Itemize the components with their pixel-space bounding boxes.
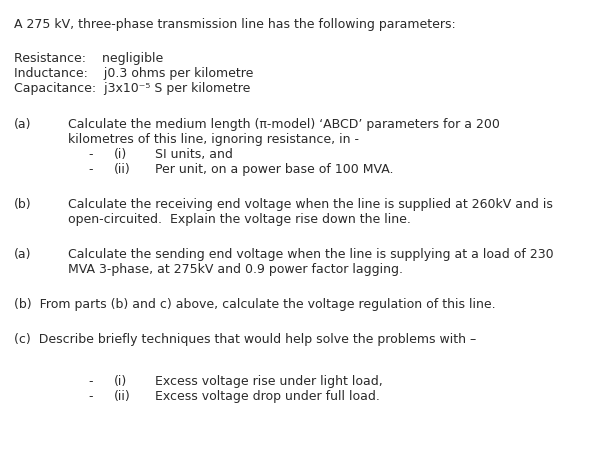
- Text: kilometres of this line, ignoring resistance, in -: kilometres of this line, ignoring resist…: [68, 133, 359, 146]
- Text: -: -: [88, 148, 93, 161]
- Text: A 275 kV, three-phase transmission line has the following parameters:: A 275 kV, three-phase transmission line …: [14, 18, 456, 31]
- Text: (ii): (ii): [114, 163, 131, 176]
- Text: MVA 3-phase, at 275kV and 0.9 power factor lagging.: MVA 3-phase, at 275kV and 0.9 power fact…: [68, 263, 403, 276]
- Text: (a): (a): [14, 248, 32, 261]
- Text: Excess voltage drop under full load.: Excess voltage drop under full load.: [155, 390, 380, 403]
- Text: (i): (i): [114, 375, 127, 388]
- Text: Resistance:    negligible: Resistance: negligible: [14, 52, 163, 65]
- Text: -: -: [88, 375, 93, 388]
- Text: Calculate the sending end voltage when the line is supplying at a load of 230: Calculate the sending end voltage when t…: [68, 248, 554, 261]
- Text: -: -: [88, 163, 93, 176]
- Text: (i): (i): [114, 148, 127, 161]
- Text: (c)  Describe briefly techniques that would help solve the problems with –: (c) Describe briefly techniques that wou…: [14, 333, 476, 346]
- Text: Capacitance:  j3x10⁻⁵ S per kilometre: Capacitance: j3x10⁻⁵ S per kilometre: [14, 82, 250, 95]
- Text: Excess voltage rise under light load,: Excess voltage rise under light load,: [155, 375, 383, 388]
- Text: (a): (a): [14, 118, 32, 131]
- Text: (ii): (ii): [114, 390, 131, 403]
- Text: Inductance:    j0.3 ohms per kilometre: Inductance: j0.3 ohms per kilometre: [14, 67, 253, 80]
- Text: Per unit, on a power base of 100 MVA.: Per unit, on a power base of 100 MVA.: [155, 163, 393, 176]
- Text: (b): (b): [14, 198, 32, 211]
- Text: Calculate the medium length (π-model) ‘ABCD’ parameters for a 200: Calculate the medium length (π-model) ‘A…: [68, 118, 500, 131]
- Text: (b)  From parts (b) and c) above, calculate the voltage regulation of this line.: (b) From parts (b) and c) above, calcula…: [14, 298, 496, 311]
- Text: -: -: [88, 390, 93, 403]
- Text: open-circuited.  Explain the voltage rise down the line.: open-circuited. Explain the voltage rise…: [68, 213, 411, 226]
- Text: Calculate the receiving end voltage when the line is supplied at 260kV and is: Calculate the receiving end voltage when…: [68, 198, 553, 211]
- Text: SI units, and: SI units, and: [155, 148, 233, 161]
